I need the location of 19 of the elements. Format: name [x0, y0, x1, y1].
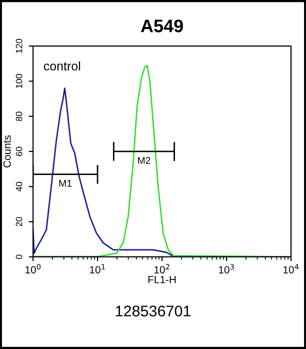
chart-title: A549 — [140, 20, 183, 32]
series-label: M1 — [59, 180, 72, 187]
y-tick-label: 80 — [16, 112, 22, 121]
x-tick-label: 10$^{3}$ — [218, 264, 234, 274]
text: 128536701 — [116, 306, 190, 316]
y-tick-label: 0 — [16, 254, 22, 260]
x-tick-label: 10$^{1}$ — [90, 264, 105, 274]
y-tick-label: 100 — [16, 74, 22, 88]
y-tick-label: 120 — [16, 38, 22, 53]
annotation: control — [44, 61, 80, 71]
series-label: M2 — [138, 156, 150, 164]
y-tick-label: 20 — [16, 217, 22, 226]
x-tick-label: 10$^{2}$ — [154, 264, 170, 274]
y-tick-label: 60 — [16, 146, 22, 156]
x-tick-label: 10$^{4}$ — [283, 264, 299, 274]
x-axis-title: FL1-H — [148, 276, 176, 284]
x-tick-label: 10$^{0}$ — [26, 264, 41, 274]
y-axis-title: Counts — [3, 135, 11, 168]
y-tick-label: 40 — [16, 182, 22, 192]
